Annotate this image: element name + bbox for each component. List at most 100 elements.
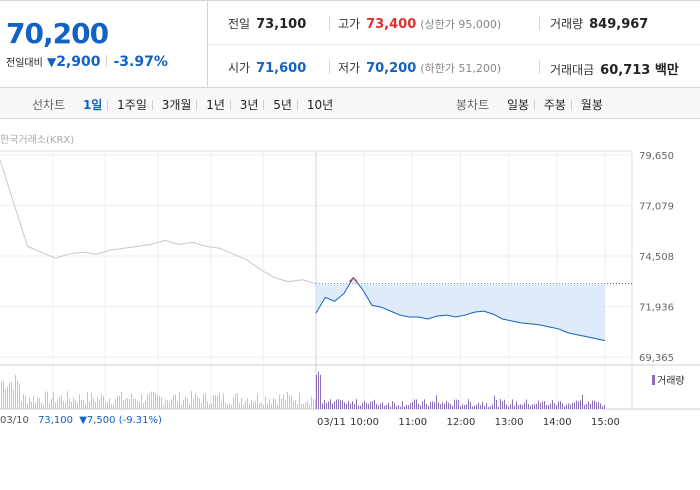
volume-bar <box>516 401 517 409</box>
volume-bar <box>9 383 10 409</box>
tab-1d[interactable]: 1일 <box>82 98 103 112</box>
volume-bar <box>576 400 577 409</box>
volume-bar <box>163 404 164 409</box>
volume-bar <box>324 399 325 409</box>
volume-bar <box>133 398 134 409</box>
volume-bar <box>482 401 483 409</box>
x-tick-label: 13:00 <box>495 417 524 428</box>
volume-bar <box>400 406 401 409</box>
volume-bar <box>67 391 68 409</box>
tab-daily[interactable]: 일봉 <box>506 98 530 112</box>
tab-monthly[interactable]: 월봉 <box>580 98 603 112</box>
volume-bar <box>81 400 82 409</box>
tab-1w[interactable]: 1주일 <box>117 98 147 112</box>
volume-bar <box>91 392 92 409</box>
volume-bar <box>416 399 417 409</box>
volume-bar <box>105 403 106 409</box>
volume-bar <box>438 402 439 409</box>
tab-5y[interactable]: 5년 <box>273 98 292 112</box>
volume-bar <box>420 405 421 409</box>
change-amount: 2,900 <box>56 54 101 70</box>
volume-bar <box>566 404 567 409</box>
volume-bar <box>402 401 403 409</box>
volume-bar <box>468 399 469 409</box>
volume-bar <box>283 394 284 409</box>
tab-3y[interactable]: 3년 <box>239 98 259 112</box>
volume-bar <box>3 380 4 409</box>
volume-bar <box>360 405 361 409</box>
volume-bar <box>141 394 142 409</box>
tab-3m[interactable]: 3개월 <box>161 98 192 112</box>
volume-bar <box>33 395 34 409</box>
volume-bar <box>356 399 357 409</box>
volume-bar <box>596 402 597 409</box>
volume-bar <box>326 403 327 409</box>
volume-bar <box>524 402 525 409</box>
volume-bar <box>494 395 495 409</box>
volume-bar <box>586 403 587 409</box>
volume-bar <box>267 403 268 409</box>
volume-bar <box>480 405 481 409</box>
volume-bar <box>193 398 194 409</box>
tab-10y[interactable]: 10년 <box>306 98 334 112</box>
prev-day-change: ▼7,500 (-9.31%) <box>79 415 162 426</box>
y-tick-label: 79,650 <box>639 151 674 162</box>
divider <box>539 60 540 74</box>
tab-weekly[interactable]: 주봉 <box>543 98 566 112</box>
volume-bar <box>179 391 180 409</box>
volume-bar <box>348 400 349 409</box>
volume-bar <box>580 400 581 409</box>
volume-bar <box>13 389 14 409</box>
volume-bar <box>7 386 8 409</box>
volume-bar <box>570 404 571 409</box>
volume-bar <box>546 404 547 409</box>
chart-tab-bar: 선차트 1일 1주일 3개월 1년 3년 5년 10년 봉차트 일봉 주봉 월봉 <box>0 88 700 119</box>
volume-bar <box>285 400 286 409</box>
volume-bar <box>386 404 387 409</box>
volume-bar <box>23 394 24 409</box>
volume-bar <box>259 403 260 409</box>
volume-bar <box>436 395 437 409</box>
divider <box>208 44 700 45</box>
volume-bar <box>440 404 441 409</box>
volume-bar <box>71 401 72 409</box>
volume-bar <box>600 403 601 409</box>
tab-1y[interactable]: 1년 <box>206 98 225 112</box>
volume-bar <box>203 393 204 409</box>
volume-bar <box>426 404 427 409</box>
volume-bar <box>336 399 337 409</box>
stat-high: 고가 73,400 (상한가 95,000) <box>338 17 502 32</box>
prev-day-close: 73,100 <box>38 415 74 426</box>
volume-bar <box>504 399 505 409</box>
volume-bar <box>225 402 226 409</box>
volume-bar <box>249 404 250 409</box>
volume-bar <box>315 399 316 409</box>
volume-bar <box>442 402 443 409</box>
volume-bar <box>406 404 407 409</box>
volume-bar <box>251 400 252 409</box>
volume-bar <box>311 396 312 409</box>
price-box: 70,200 전일대비 ▼2,900 -3.97% <box>0 1 208 88</box>
volume-bar <box>564 406 565 409</box>
volume-bar <box>253 401 254 409</box>
volume-bar <box>111 403 112 409</box>
volume-bar <box>342 400 343 409</box>
volume-bar <box>281 398 282 409</box>
volume-bar <box>318 371 319 409</box>
volume-bar <box>297 403 298 409</box>
line-chart-tabs: 선차트 1일 1주일 3개월 1년 3년 5년 10년 <box>32 96 337 113</box>
volume-bar <box>201 403 202 409</box>
volume-bar <box>448 402 449 409</box>
divider <box>329 60 330 74</box>
volume-bar <box>289 394 290 409</box>
stat-prev-close: 전일 73,100 <box>228 17 307 32</box>
volume-bar <box>119 395 120 409</box>
volume-bar <box>195 392 196 409</box>
down-triangle-icon: ▼ <box>46 55 57 69</box>
volume-bar <box>554 403 555 409</box>
volume-bar <box>432 401 433 409</box>
volume-bar <box>476 404 477 409</box>
volume-bar <box>263 404 264 409</box>
volume-bar <box>474 405 475 409</box>
volume-bar <box>287 391 288 409</box>
